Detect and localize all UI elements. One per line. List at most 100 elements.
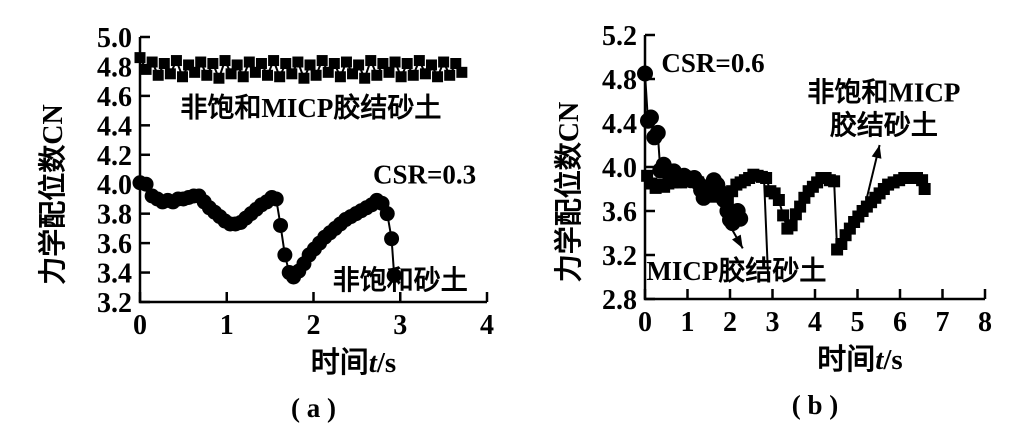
leader-arrow — [763, 177, 770, 281]
data-point-circle — [138, 176, 154, 192]
data-point-square — [347, 68, 359, 80]
data-point-square — [237, 71, 249, 83]
data-point-square — [146, 56, 158, 68]
annotation-label: 非饱和MICP胶结砂土 — [180, 92, 441, 123]
y-tick-label: 4.2 — [97, 141, 132, 172]
data-point-square — [334, 71, 346, 83]
data-point-square — [353, 59, 365, 71]
data-point-circle — [637, 65, 653, 82]
data-point-square — [310, 69, 322, 81]
data-point-square — [438, 56, 450, 68]
data-point-square — [298, 72, 310, 84]
data-point-square — [432, 71, 444, 83]
series-unsaturated-sand — [132, 175, 402, 285]
data-point-square — [164, 68, 176, 80]
data-point-square — [225, 68, 237, 80]
y-tick-label: 4.0 — [602, 153, 637, 184]
y-tick-label: 4.4 — [602, 109, 637, 140]
y-tick-label: 4.8 — [97, 52, 132, 83]
data-point-square — [407, 69, 419, 81]
y-tick-label: 3.6 — [97, 229, 132, 260]
data-point-circle — [642, 109, 659, 126]
x-tick-label: 4 — [808, 307, 822, 338]
x-tick-label: 4 — [480, 310, 494, 341]
y-tick-label: 5.2 — [602, 21, 637, 52]
data-point-square — [425, 59, 437, 71]
x-tick-label: 2 — [723, 307, 737, 338]
y-tick-label: 3.2 — [602, 241, 637, 272]
data-point-square — [255, 58, 267, 69]
series-unsaturated-micp-cemented-sand — [641, 168, 931, 256]
tick-labels: 0 1 2 3 4 5 6 7 8 2.8 3.2 3.6 4.0 4.4 4.8 5.2 — [602, 21, 992, 338]
data-point-circle — [649, 124, 666, 141]
x-tick-label: 6 — [893, 307, 907, 338]
data-point-square — [170, 55, 182, 67]
x-tick-label: 5 — [851, 307, 865, 338]
panel-a-chart: 0 1 2 3 4 3.23.43.63.84.04.24.44.64.85.0 时间t/s… — [36, 23, 494, 423]
tick-labels: 0 1 2 3 4 3.23.43.63.84.04.24.44.64.85.0 — [97, 23, 494, 341]
data-point-square — [328, 58, 340, 69]
data-point-square — [140, 63, 152, 75]
data-point-square — [918, 183, 931, 195]
data-point-square — [785, 219, 798, 232]
x-tick-label: 1 — [220, 310, 234, 341]
y-axis-title: 力学配位数CN — [552, 102, 585, 282]
data-point-square — [268, 55, 280, 67]
data-point-square — [274, 71, 286, 83]
x-tick-label: 1 — [681, 307, 695, 338]
y-tick-label: 2.8 — [602, 285, 637, 316]
annotation-label: 非饱和MICP — [807, 78, 960, 108]
data-point-square — [201, 69, 213, 81]
data-point-square — [395, 71, 407, 83]
data-point-square — [177, 71, 189, 83]
x-tick-label: 0 — [133, 310, 147, 341]
data-point-square — [207, 58, 219, 69]
data-point-square — [280, 58, 292, 69]
data-point-square — [243, 56, 255, 68]
data-point-circle — [273, 217, 289, 233]
data-point-square — [219, 55, 231, 67]
x-tick-label: 0 — [638, 307, 652, 338]
data-point-circle — [732, 210, 749, 227]
data-point-circle — [277, 247, 293, 263]
data-point-square — [456, 66, 468, 78]
data-point-circle — [384, 231, 400, 247]
x-tick-label: 3 — [393, 310, 407, 341]
y-tick-label: 3.4 — [97, 259, 132, 290]
data-point-square — [158, 58, 170, 69]
x-tick-label: 8 — [978, 307, 992, 338]
data-point-square — [292, 56, 304, 68]
x-tick-label: 3 — [766, 307, 780, 338]
data-point-square — [183, 59, 195, 71]
data-point-square — [828, 175, 841, 188]
data-point-square — [189, 66, 201, 78]
data-point-square — [777, 209, 790, 222]
x-tick-label: 2 — [307, 310, 321, 341]
leader-arrow — [728, 223, 744, 249]
data-point-square — [401, 58, 413, 69]
data-point-circle — [379, 206, 395, 222]
data-point-square — [340, 56, 352, 68]
data-point-square — [772, 194, 785, 206]
annotation-label: CSR=0.3 — [373, 159, 476, 189]
data-point-square — [450, 58, 462, 69]
y-tick-label: 4.0 — [97, 170, 132, 201]
x-axis-title: 时间t/s — [817, 343, 902, 376]
x-tick-label: 7 — [936, 307, 950, 338]
data-point-square — [413, 55, 425, 67]
y-tick-label: 3.8 — [97, 200, 132, 231]
annotation-label: 非饱和砂土 — [333, 265, 468, 295]
data-point-circle — [386, 268, 402, 283]
data-point-square — [359, 72, 371, 84]
data-point-circle — [268, 191, 284, 207]
panel-caption: ( a ) — [291, 393, 336, 423]
data-point-square — [760, 172, 773, 184]
data-point-square — [389, 56, 401, 68]
data-point-square — [134, 52, 146, 64]
y-tick-label: 3.6 — [602, 197, 637, 228]
data-point-square — [721, 196, 734, 209]
y-tick-label: 4.8 — [602, 65, 637, 96]
annotation-label: 胶结砂土 — [830, 110, 938, 141]
data-point-square — [249, 66, 261, 78]
